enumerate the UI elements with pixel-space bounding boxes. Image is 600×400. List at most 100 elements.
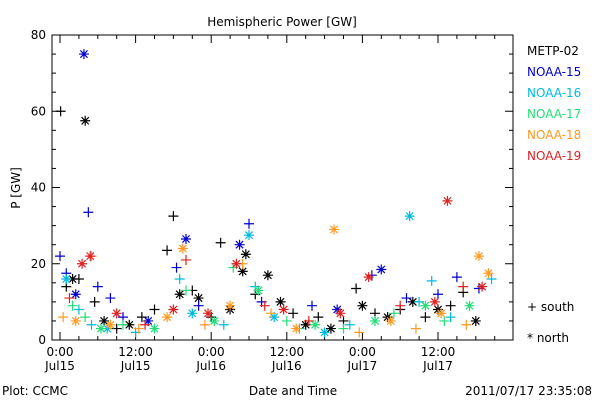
data-point-north (77, 258, 88, 269)
data-point-south (313, 312, 324, 323)
data-point-north (234, 239, 245, 250)
x-tick-time-label: 0:00 (349, 345, 376, 359)
x-tick-date-label: Jul16 (195, 359, 226, 373)
data-point-south (395, 300, 406, 311)
data-points (55, 49, 497, 338)
data-point-north (483, 268, 494, 279)
data-point-south (73, 274, 84, 284)
data-point-north (310, 319, 321, 330)
data-point-north (420, 300, 431, 311)
data-point-south (118, 319, 128, 330)
data-point-north (105, 319, 116, 330)
x-tick-date-label: Jul15 (120, 359, 151, 373)
data-point-south (420, 312, 431, 323)
legend-entry: NOAA-15 (527, 65, 581, 79)
x-tick-time-label: 0:00 (47, 345, 74, 359)
data-point-north (209, 315, 220, 326)
legend-entry: METP-02 (527, 44, 579, 58)
data-point-south (458, 281, 469, 292)
legend-entry: NOAA-16 (527, 86, 581, 100)
data-point-south (174, 274, 185, 284)
data-point-south (83, 207, 94, 218)
data-point-south (259, 300, 270, 311)
data-point-south (67, 300, 78, 311)
data-point-north (325, 323, 336, 334)
data-point-north (329, 224, 340, 235)
y-axis-ticks: 0 20 40 60 80 (31, 28, 513, 347)
data-point-north (376, 264, 387, 275)
data-point-north (237, 266, 248, 277)
data-point-north (436, 308, 447, 319)
plot-frame (51, 34, 514, 341)
y-tick-label: 20 (31, 257, 46, 271)
data-point-north (80, 115, 91, 126)
data-point-north (407, 296, 418, 307)
data-point-south (73, 304, 84, 315)
data-point-south (401, 293, 412, 304)
y-tick-label: 60 (31, 104, 46, 118)
data-point-north (253, 285, 264, 296)
data-point-south (451, 272, 462, 283)
x-tick-time-label: 12:00 (118, 345, 153, 359)
y-tick-label: 40 (31, 181, 46, 195)
x-tick-date-label: Jul17 (347, 359, 378, 373)
data-point-north (67, 274, 78, 284)
data-point-north (244, 230, 254, 241)
data-point-north (85, 251, 96, 262)
marker-legend-entry: + south (527, 300, 574, 314)
data-point-south (149, 304, 160, 315)
series-legend: METP-02 NOAA-15 NOAA-16 NOAA-17 NOAA-18 NOAA-… (527, 44, 581, 163)
data-point-south (344, 319, 355, 330)
data-point-north (95, 323, 106, 334)
x-tick-date-label: Jul16 (271, 359, 302, 373)
data-point-south (439, 315, 450, 326)
x-axis-label: Date and Time (249, 384, 337, 398)
data-point-south (461, 319, 472, 330)
data-point-south (338, 323, 349, 334)
y-tick-label: 0 (38, 333, 46, 347)
data-point-south (181, 254, 191, 265)
data-point-north (335, 308, 346, 319)
x-tick-time-label: 12:00 (270, 345, 305, 359)
x-tick-date-label: Jul17 (422, 359, 453, 373)
data-point-south (162, 245, 173, 256)
data-point-north (477, 281, 488, 292)
data-point-north (231, 258, 242, 269)
data-point-north (111, 308, 122, 319)
data-point-south (244, 218, 254, 229)
y-tick-label: 80 (31, 28, 46, 42)
data-point-south (58, 312, 69, 323)
data-point-north (363, 272, 374, 283)
data-point-south (218, 319, 229, 330)
data-point-north (99, 315, 110, 326)
data-point-north (470, 315, 481, 326)
legend-entry: NOAA-17 (527, 107, 581, 121)
data-point-north (174, 289, 185, 300)
data-point-north (149, 323, 160, 334)
data-point-north (275, 296, 286, 307)
data-point-north (177, 243, 188, 254)
legend-entry: NOAA-19 (527, 149, 581, 163)
data-point-south (433, 289, 443, 300)
data-point-north (473, 251, 484, 262)
data-point-north (143, 315, 154, 326)
data-point-north (269, 312, 280, 323)
data-point-south (303, 315, 314, 326)
data-point-north (319, 327, 330, 338)
data-point-south (105, 293, 116, 304)
data-point-north (278, 304, 289, 315)
data-point-north (370, 315, 380, 326)
marker-legend-entry: * north (527, 331, 569, 345)
data-point-south (181, 285, 191, 296)
data-point-south (199, 319, 210, 330)
data-point-south (215, 237, 226, 248)
chart-title: Hemispheric Power [GW] (207, 15, 357, 29)
data-point-north (193, 293, 204, 304)
data-point-north (262, 270, 273, 281)
data-point-south (307, 300, 317, 311)
data-point-north (240, 249, 251, 260)
marker-legend: + south * north (527, 300, 574, 345)
data-point-south (266, 308, 277, 319)
data-point-north (181, 233, 191, 244)
